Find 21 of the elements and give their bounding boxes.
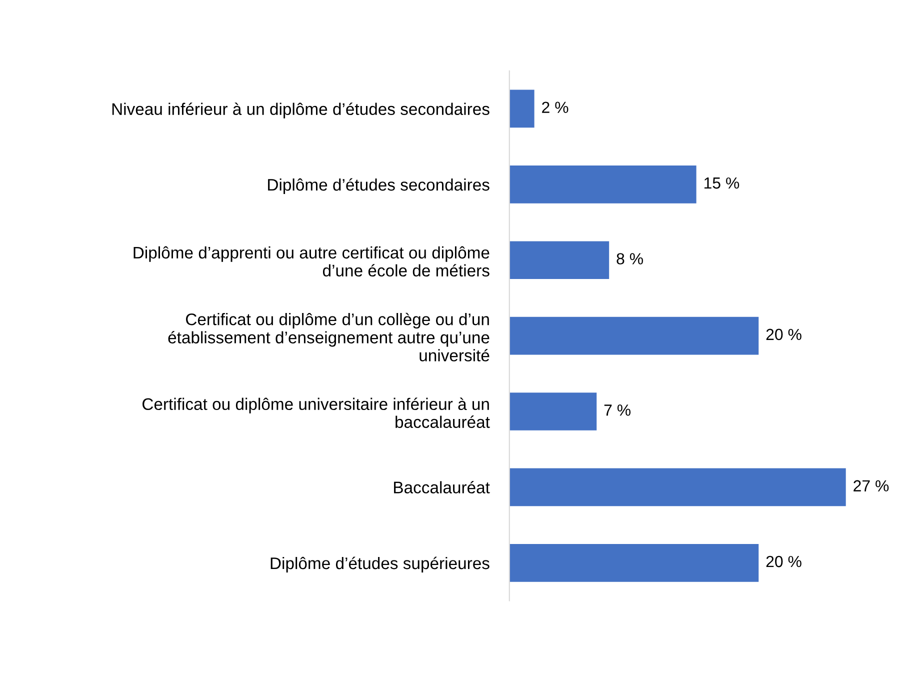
y-tick-label: Diplôme d’apprenti ou autre certificat ou diplôme d’une école de métiers	[134, 246, 490, 277]
data-label: 20 %	[766, 556, 802, 568]
y-tick-label: Diplôme d’études supérieures	[270, 556, 490, 572]
y-tick-label: Niveau inférieur à un diplôme d’études secondaires	[112, 102, 490, 118]
bar	[509, 468, 846, 506]
data-label: 7 %	[604, 404, 631, 416]
y-tick-label: Certificat ou diplôme d’un collège ou d’un établissement d’enseignement autre qu’une université	[168, 312, 490, 362]
bar	[509, 165, 696, 204]
data-label: 27 %	[854, 480, 889, 492]
y-tick-label: Baccalauréat	[394, 480, 490, 494]
bar	[509, 90, 534, 128]
y-tick-label: Diplôme d’études secondaires	[268, 178, 490, 194]
bar	[509, 544, 759, 582]
bar	[509, 241, 610, 280]
bar	[509, 392, 597, 430]
data-label: 20 %	[766, 328, 802, 340]
y-tick-label: Certificat ou diplôme universitaire inférieur à un baccalauréat	[142, 398, 490, 428]
data-label: 15 %	[704, 177, 740, 189]
data-label: 8 %	[616, 253, 643, 264]
bar	[509, 316, 759, 355]
data-label: 2 %	[542, 102, 568, 113]
